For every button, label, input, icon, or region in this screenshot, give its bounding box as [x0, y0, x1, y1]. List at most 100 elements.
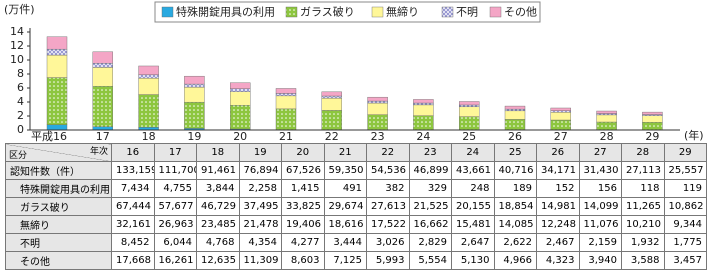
cell: 16,662: [408, 215, 452, 234]
cell: 18,854: [493, 197, 537, 216]
bar-segment: [92, 67, 114, 87]
cell: 11,265: [621, 197, 665, 216]
cell: 67,526: [281, 161, 325, 180]
y-tick-label: 0: [17, 123, 24, 136]
header-cell: 21: [323, 143, 367, 162]
cell: 33,825: [281, 197, 325, 216]
corner-cell: 年次 区分: [5, 143, 112, 162]
x-tick-label: 19: [187, 130, 201, 143]
cell: 43,661: [451, 161, 495, 180]
bar-segment: [642, 115, 663, 123]
cell: 12,635: [196, 251, 240, 270]
cell: 4,755: [153, 179, 197, 198]
bar-segment: [229, 105, 251, 130]
cell: 189: [493, 179, 537, 198]
bar-segment: [596, 113, 617, 116]
cell: 4,966: [493, 251, 537, 270]
cell: 14,099: [578, 197, 622, 216]
bar-segment: [92, 51, 114, 64]
y-tick-label: 12: [10, 39, 24, 52]
cell: 31,430: [578, 161, 622, 180]
x-tick-label: 20: [233, 130, 247, 143]
header-cell: 26: [536, 143, 580, 162]
cell: 133,159: [111, 161, 155, 180]
cell: 10,210: [621, 215, 665, 234]
y-tick-label: 2: [17, 109, 24, 122]
y-tick-label: 14: [10, 25, 24, 38]
header-cell: 25: [493, 143, 537, 162]
y-tick-label: 8: [17, 67, 24, 80]
x-tick-label: 29: [645, 130, 659, 143]
bar-segment: [138, 65, 159, 76]
legend-label: その他: [504, 6, 537, 19]
bar-segment: [504, 110, 526, 120]
bar-segment: [184, 101, 205, 129]
bar-segment: [550, 112, 571, 121]
data-table: 年次 区分 16 17 18 19 20 21 22 23 24 25 26 27 28 29 認知件数（件） 1…: [5, 143, 707, 270]
cell: 3,588: [621, 251, 665, 270]
cell: 11,309: [238, 251, 282, 270]
cell: 5,993: [366, 251, 410, 270]
cell: 67,444: [111, 197, 155, 216]
y-tick-label: 6: [17, 81, 24, 94]
table-row: 不明 8,452 6,044 4,768 4,354 4,277 3,444 3,026 2,8…: [5, 233, 707, 252]
bar-segment: [596, 114, 617, 123]
row-label: 不明: [5, 233, 112, 252]
x-tick-label: 24: [416, 130, 430, 143]
cell: 32,161: [111, 215, 155, 234]
corner-bottom: 区分: [9, 151, 28, 161]
bar-segment: [504, 119, 526, 131]
cell: 54,536: [366, 161, 410, 180]
bar-segment: [504, 105, 526, 110]
cell: 21,525: [408, 197, 452, 216]
corner-top: 年次: [89, 147, 108, 157]
cell: 17,668: [111, 251, 155, 270]
row-label: その他: [5, 251, 112, 270]
bar-segment: [321, 97, 342, 111]
y-tick-label: 10: [10, 53, 24, 66]
bar-segment: [138, 94, 159, 128]
legend-swatch: [371, 6, 384, 18]
header-cell: 28: [621, 143, 665, 162]
cell: 2,647: [451, 233, 495, 252]
cell: 8,603: [281, 251, 325, 270]
x-axis-label: (年): [684, 128, 704, 142]
row-label: ガラス破り: [5, 197, 112, 216]
bar-segment: [504, 108, 526, 112]
cell: 76,894: [238, 161, 282, 180]
x-tick-label: 25: [462, 130, 476, 143]
cell: 4,277: [281, 233, 325, 252]
cell: 15,481: [451, 215, 495, 234]
cell: 7,434: [111, 179, 155, 198]
bar-segment: [138, 77, 159, 95]
bar-segment: [275, 95, 297, 110]
bar-segment: [459, 106, 480, 117]
bar-segment: [459, 116, 480, 131]
cell: 2,622: [493, 233, 537, 252]
cell: 19,406: [281, 215, 325, 234]
cell: 111,700: [153, 161, 197, 180]
cell: 12,248: [536, 215, 580, 234]
bar-segment: [275, 93, 297, 97]
cell: 4,768: [196, 233, 240, 252]
bar-segment: [321, 91, 342, 97]
cell: 46,899: [408, 161, 452, 180]
header-cell: 29: [663, 143, 707, 162]
x-tick-label: 18: [142, 130, 156, 143]
cell: 8,452: [111, 233, 155, 252]
cell: 91,461: [196, 161, 240, 180]
cell: 3,940: [578, 251, 622, 270]
cell: 3,457: [663, 251, 707, 270]
bar-segment: [367, 102, 388, 115]
cell: 57,677: [153, 197, 197, 216]
legend-swatch: [441, 6, 454, 18]
cell: 26,963: [153, 215, 197, 234]
cell: 23,485: [196, 215, 240, 234]
bar-segment: [46, 54, 68, 78]
cell: 14,981: [536, 197, 580, 216]
bar-segment: [321, 110, 342, 130]
x-tick-label: 21: [279, 130, 293, 143]
x-tick-label: 17: [96, 130, 110, 143]
